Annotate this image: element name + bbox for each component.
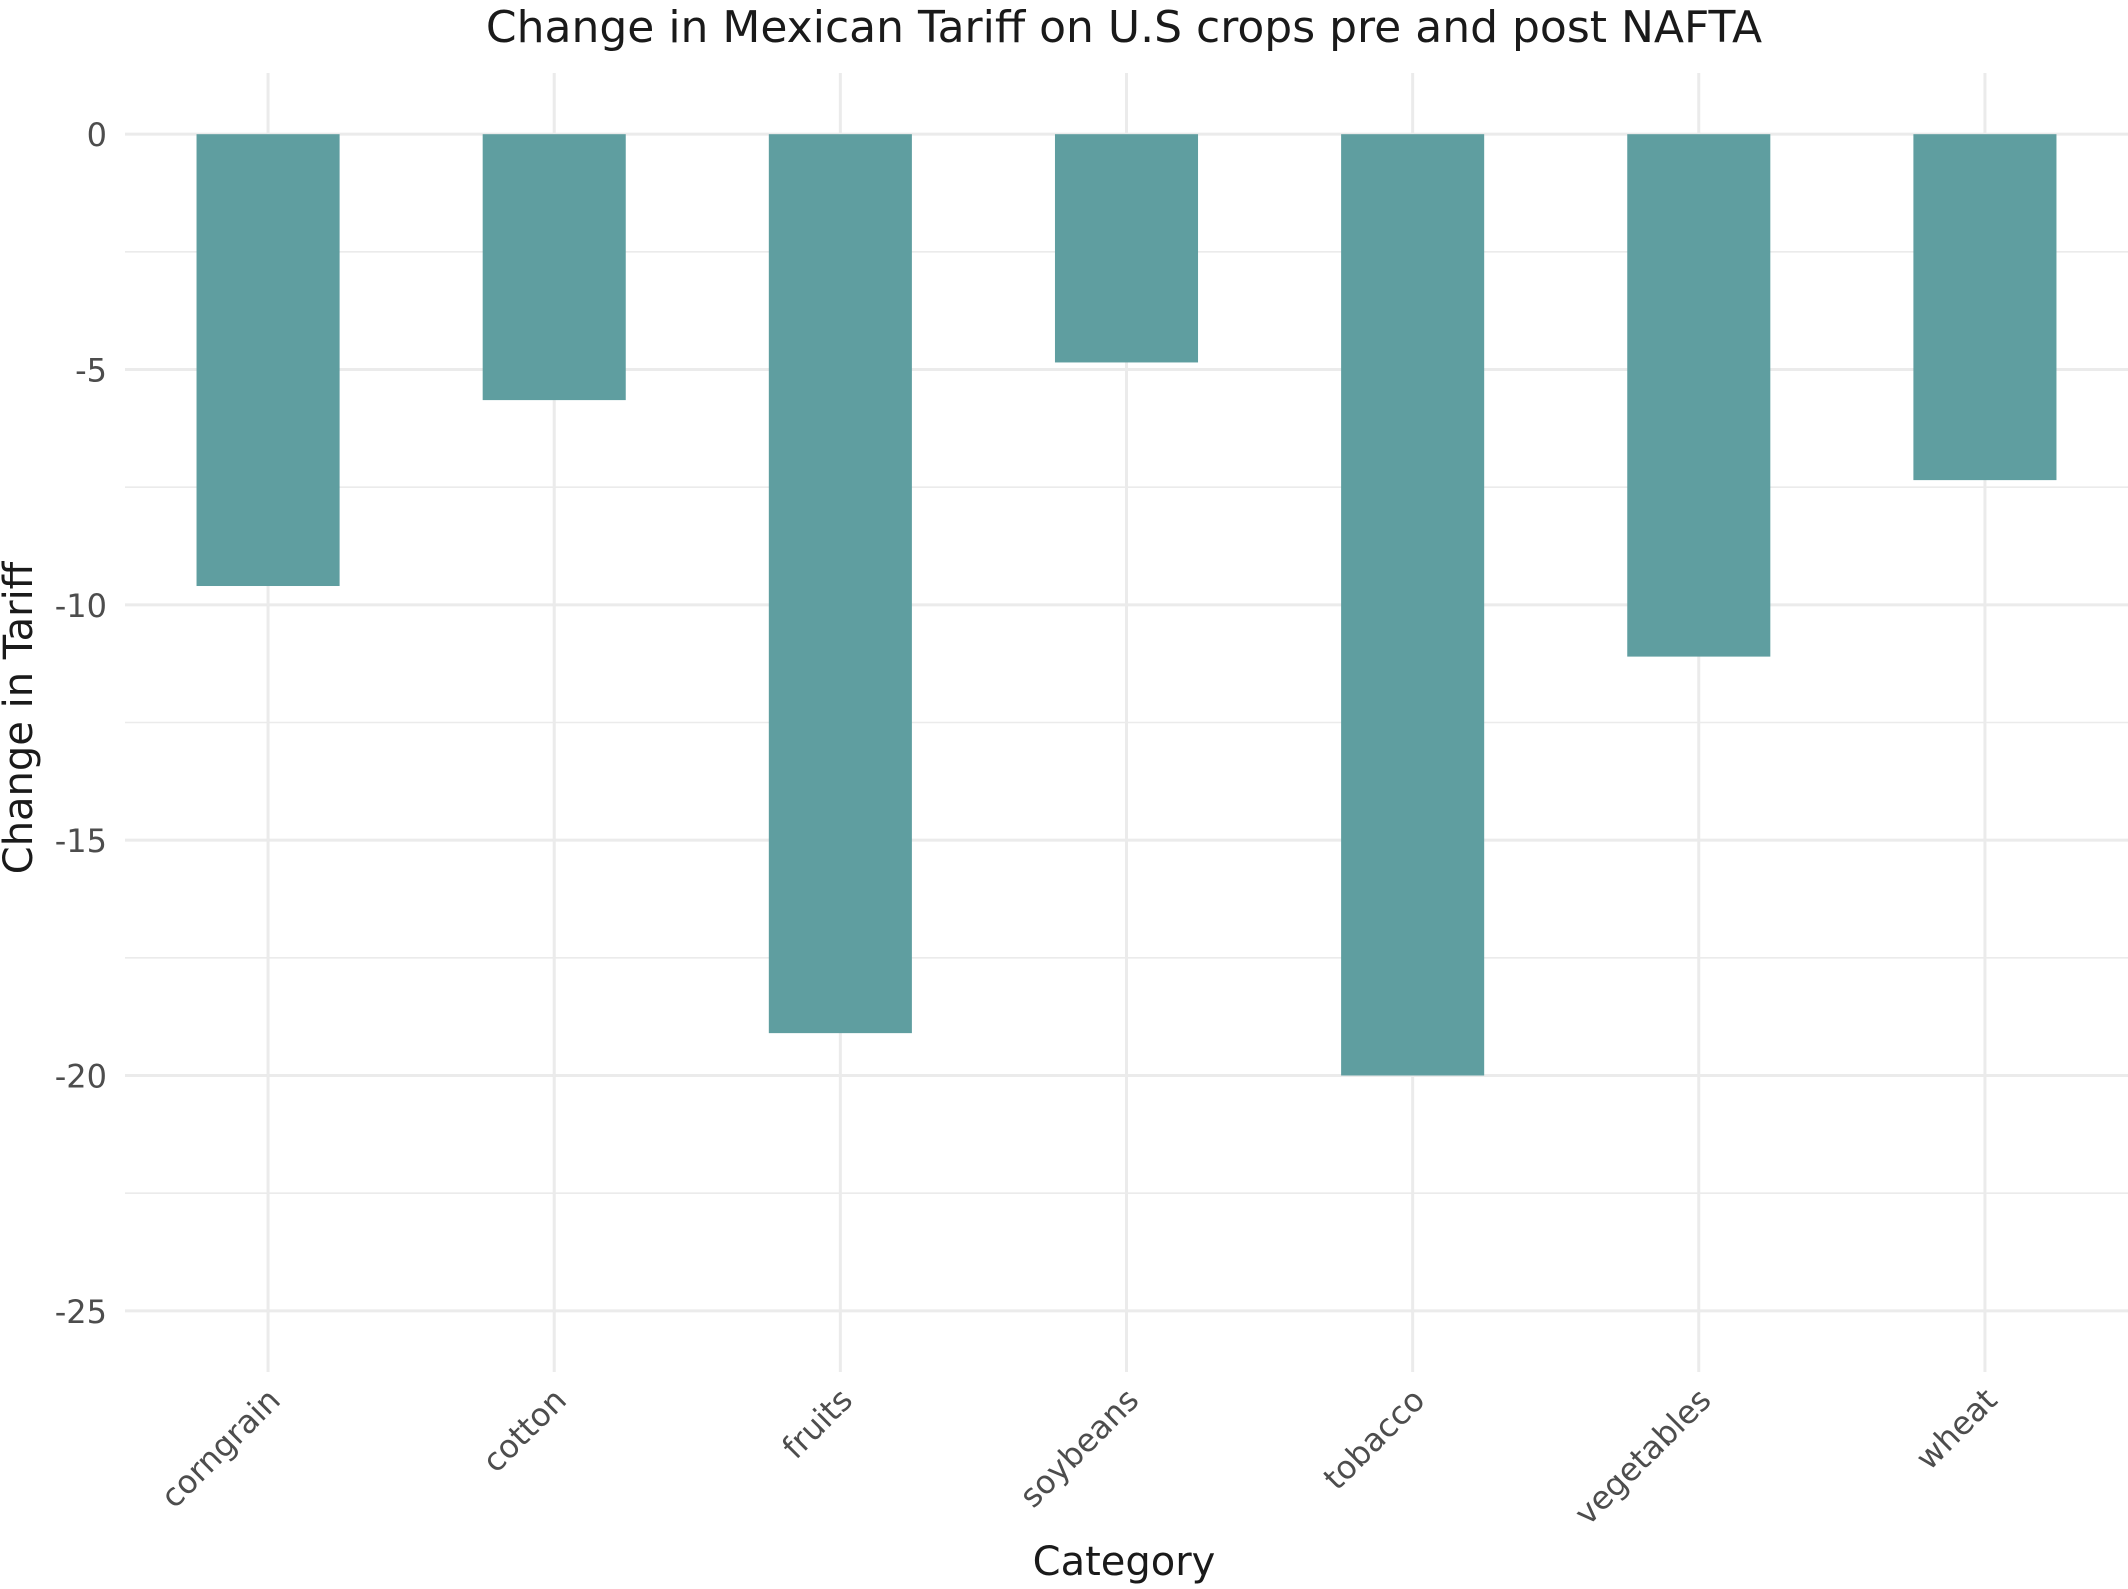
x-tick-label-cotton: cotton — [475, 1381, 574, 1480]
y-axis-title: Change in Tariff — [0, 560, 42, 874]
y-tick-label: 0 — [87, 116, 107, 154]
bar-tobacco — [1341, 134, 1485, 1076]
bar-vegetables — [1627, 134, 1771, 657]
y-tick-label: -15 — [55, 822, 107, 860]
x-tick-label-vegetables: vegetables — [1567, 1381, 1719, 1533]
y-tick-label: -10 — [55, 587, 107, 625]
chart-title: Change in Mexican Tariff on U.S crops pr… — [486, 2, 1762, 53]
bar-fruits — [768, 134, 912, 1034]
x-axis-ticks: corngrain cotton fruits soybeans tobacco vege… — [153, 1381, 2004, 1533]
bars — [196, 134, 2057, 1076]
bar-wheat — [1913, 134, 2057, 481]
bar-corngrain — [196, 134, 340, 587]
y-tick-label: -25 — [55, 1293, 107, 1331]
x-tick-label-corngrain: corngrain — [153, 1381, 288, 1516]
x-axis-title: Category — [1033, 1539, 1216, 1585]
x-tick-label-wheat: wheat — [1908, 1381, 2004, 1477]
x-tick-label-soybeans: soybeans — [1012, 1381, 1146, 1515]
y-axis-ticks: 0 -5 -10 -15 -20 -25 — [55, 116, 107, 1331]
y-tick-label: -20 — [55, 1057, 107, 1095]
bar-cotton — [482, 134, 626, 401]
y-tick-label: -5 — [75, 352, 107, 390]
bar-soybeans — [1054, 134, 1199, 363]
x-tick-label-fruits: fruits — [775, 1381, 860, 1466]
x-tick-label-tobacco: tobacco — [1316, 1381, 1433, 1498]
